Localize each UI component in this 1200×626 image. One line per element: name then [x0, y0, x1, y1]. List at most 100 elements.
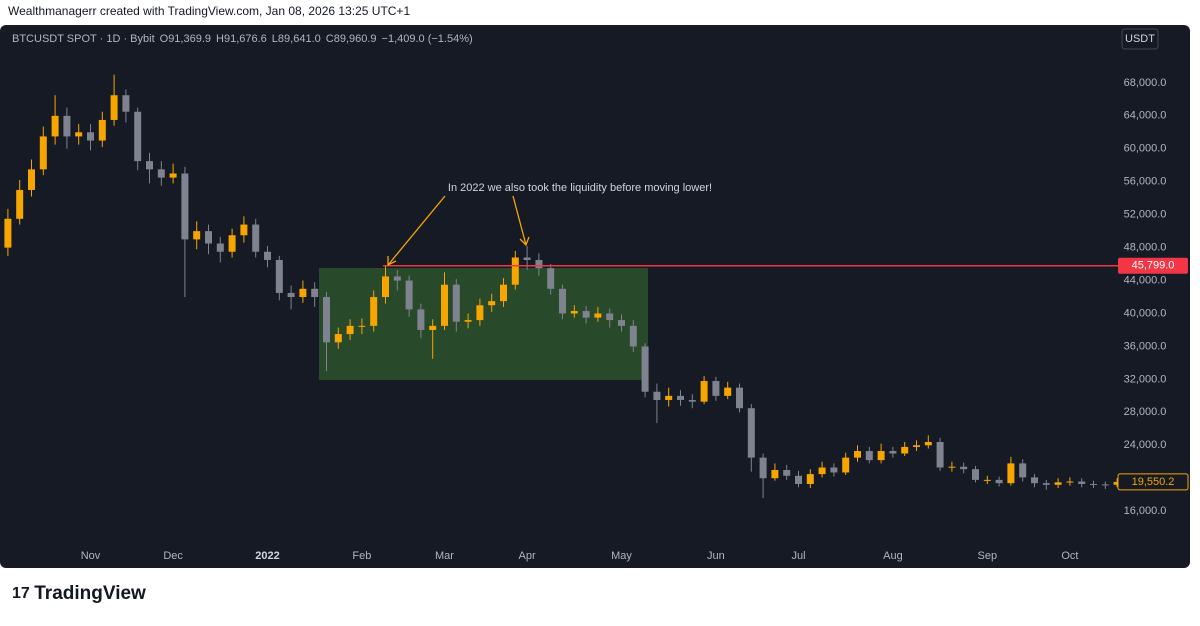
candle-body	[570, 311, 578, 314]
candle-body	[63, 115, 71, 137]
candle-body	[181, 173, 189, 240]
candle-body	[1042, 483, 1050, 485]
level-tag	[1118, 257, 1188, 274]
candle-body	[806, 474, 814, 484]
x-tick-label: Jul	[791, 550, 805, 562]
candle-body	[842, 457, 850, 473]
currency-box[interactable]	[1121, 28, 1159, 50]
y-tick-label: 32,000.0	[1124, 373, 1167, 385]
y-tick-label: 52,000.0	[1124, 209, 1167, 221]
candle-body	[641, 346, 649, 392]
candle-body	[783, 469, 791, 476]
candle-body	[688, 399, 696, 402]
candle-body	[98, 119, 106, 141]
candle-body	[700, 381, 708, 402]
arrow	[512, 195, 527, 246]
candle-body	[370, 297, 378, 326]
candle-body	[1090, 483, 1097, 485]
y-tick-label: 28,000.0	[1124, 406, 1167, 418]
candle-body	[75, 132, 83, 137]
candle-body	[476, 305, 484, 321]
candle-body	[146, 161, 153, 170]
candle-body	[960, 466, 968, 470]
x-tick-label: Jun	[707, 550, 725, 562]
x-tick-label: Dec	[163, 550, 183, 562]
arrow-head	[519, 236, 530, 247]
candle-body	[488, 301, 496, 306]
candle-body	[452, 284, 460, 322]
candle-body	[771, 469, 779, 479]
candle-body	[299, 288, 307, 298]
candle-body	[39, 136, 47, 170]
candle-body	[535, 259, 543, 269]
x-tick-label: Feb	[352, 550, 371, 562]
legend-key: C	[326, 33, 334, 45]
x-tick-label: 2022	[255, 550, 279, 562]
x-tick-label: Aug	[883, 550, 903, 562]
candle-body	[594, 313, 602, 318]
candle-body	[913, 445, 920, 447]
candle-body	[264, 251, 271, 260]
candle-body	[795, 475, 802, 484]
legend-value: 91,676.6	[224, 33, 267, 45]
y-tick-label: 44,000.0	[1124, 274, 1167, 286]
y-tick-label: 64,000.0	[1124, 110, 1167, 122]
candle-body	[665, 395, 673, 400]
x-tick-label: May	[611, 550, 632, 562]
candle-body	[924, 441, 932, 446]
legend-key: H	[216, 33, 224, 45]
symbol-legend: BTCUSDT SPOT · 1D · Bybit O91,369.9 H91,67…	[12, 33, 473, 45]
candle-body	[464, 320, 472, 322]
currency[interactable]: USDT	[1125, 33, 1155, 45]
legend-value: 91,369.9	[168, 33, 211, 45]
y-tick-label: 48,000.0	[1124, 242, 1167, 254]
x-tick-label: Nov	[81, 550, 101, 562]
logo-mark: 17	[12, 585, 34, 602]
symbol: BTCUSDT SPOT · 1D · Bybit	[12, 33, 155, 45]
arrow	[387, 195, 446, 266]
candle-body	[712, 381, 720, 396]
annotation: In 2022 we also took the liquidity befor…	[448, 182, 712, 194]
candle-body	[889, 451, 897, 454]
candle-body	[818, 467, 826, 475]
y-tick-label: 56,000.0	[1124, 176, 1167, 188]
candle-body	[629, 325, 637, 347]
candle-body	[323, 297, 330, 343]
x-tick-label: Sep	[978, 550, 998, 562]
candle-body	[759, 457, 767, 479]
candle-body	[205, 231, 212, 244]
candle-body	[1078, 481, 1086, 484]
candle-body	[346, 325, 354, 335]
x-tick-label: Apr	[519, 550, 536, 562]
candle-body	[87, 132, 94, 141]
candle-body	[724, 387, 732, 396]
candle-body	[1019, 463, 1027, 478]
candle-body	[830, 467, 838, 473]
candle-body	[948, 466, 956, 468]
candle-body	[16, 189, 24, 219]
candle-body	[511, 257, 519, 285]
candle-body	[1031, 477, 1038, 484]
candle-body	[1007, 463, 1015, 484]
x-tick-label: Mar	[435, 550, 454, 562]
candle-body	[216, 243, 224, 252]
candle-body	[311, 288, 319, 298]
candle-body	[606, 313, 614, 321]
candle-body	[405, 280, 413, 310]
zone-box	[319, 268, 648, 380]
candle-body	[1113, 481, 1121, 485]
candle-body	[441, 284, 448, 326]
logo[interactable]: 17 TradingView	[12, 583, 146, 604]
candle-body	[358, 325, 366, 327]
ohlc: O91,369.9 H91,676.6 L89,641.0 C89,960.9	[160, 33, 377, 45]
arrow-head	[387, 256, 397, 267]
candle-body	[1101, 484, 1109, 486]
legend-key: O	[160, 33, 169, 45]
candle-body	[936, 441, 944, 468]
last-price-label: 19,550.2	[1132, 476, 1175, 488]
y-tick-label: 36,000.0	[1124, 340, 1167, 352]
candle-body	[51, 115, 59, 137]
candle-body	[983, 479, 991, 481]
